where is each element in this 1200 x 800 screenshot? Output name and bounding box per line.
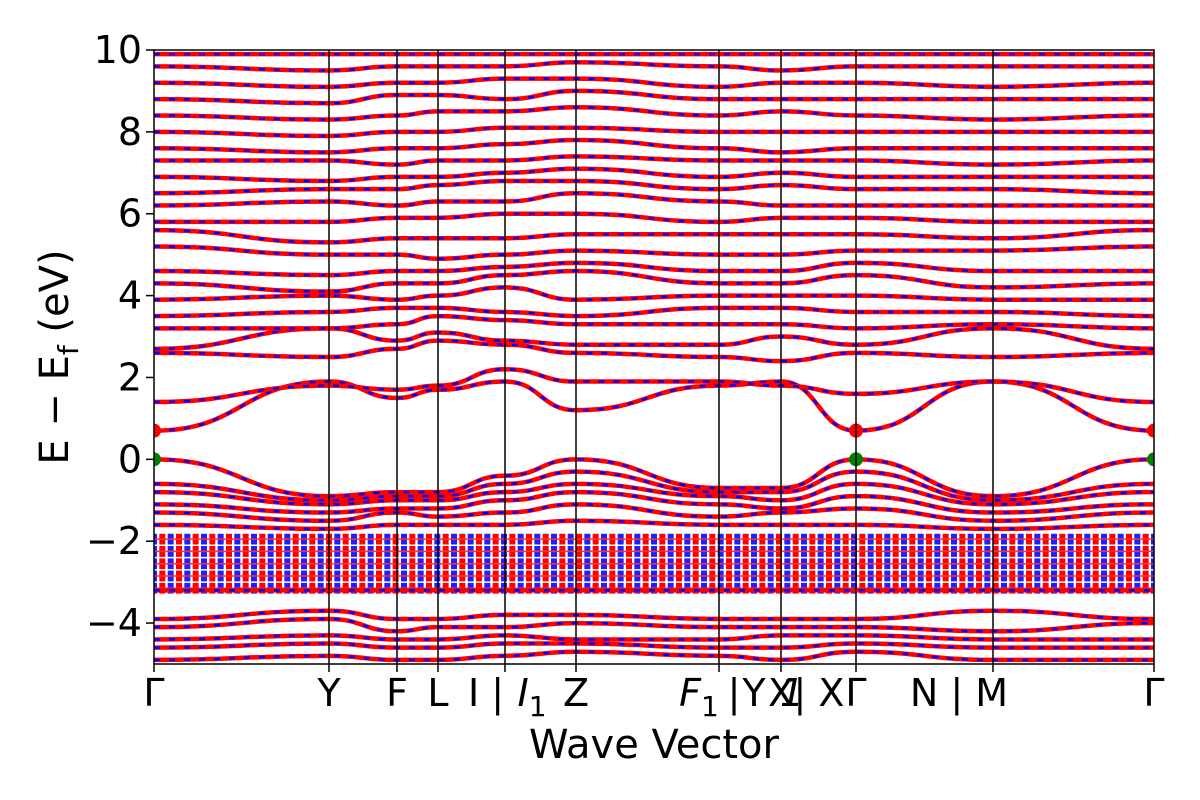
x-tick-label: Γ (845, 671, 866, 715)
band-line-dashed (154, 245, 1154, 261)
y-tick-label: 6 (118, 192, 142, 236)
band-line-dashed (154, 503, 1154, 522)
x-tick-label: Y (741, 671, 766, 715)
x-tick-label: | X (794, 671, 845, 716)
x-tick-label: F1 (679, 671, 719, 723)
y-axis: −4 −2 0 2 4 6 8 10 (86, 28, 154, 645)
y-axis-label-sub: f (52, 344, 85, 355)
band-line-solid (154, 191, 1154, 208)
y-tick-label: 2 (118, 355, 142, 399)
band-line-solid (154, 244, 1154, 262)
y-tick-label: 4 (118, 274, 142, 318)
band-line-dashed (154, 519, 1154, 531)
band-line-solid (154, 268, 1154, 294)
band-line-solid (154, 137, 1154, 155)
band-line-dashed (154, 155, 1154, 166)
band-line-dashed (154, 179, 1154, 195)
y-tick-label: −4 (86, 601, 142, 645)
band-line-solid (154, 313, 1154, 331)
y-axis-label: E − Ef (eV) (32, 249, 85, 464)
band-line-solid (154, 326, 1154, 352)
x-tick-label: F (386, 671, 408, 715)
plot-area (154, 51, 1154, 663)
x-tick-label: 1 (780, 671, 804, 715)
band-line-solid (154, 260, 1154, 278)
x-tick-label: I | (468, 671, 504, 716)
x-tick-label: Γ (143, 671, 164, 715)
band-line-dashed (154, 482, 1154, 506)
x-tick-label: I1 (517, 671, 546, 723)
y-tick-label: 10 (94, 28, 142, 72)
cbm-marker (1147, 423, 1154, 438)
band-line-dashed (154, 642, 1154, 649)
band-line-dashed (154, 470, 1154, 502)
band-line-solid (154, 88, 1154, 106)
cbm-marker (154, 423, 161, 438)
x-tick-label: Z (563, 671, 589, 715)
vbm-marker (154, 452, 161, 467)
band-line-solid (154, 166, 1154, 184)
x-tick-label: N | M (910, 671, 1008, 716)
y-axis-label-main: E − E (32, 355, 78, 465)
band-line-dashed (154, 634, 1154, 641)
band-line-dashed (154, 61, 1154, 72)
y-tick-label: −2 (86, 519, 142, 563)
band-line-dashed (154, 650, 1154, 662)
band-line-dashed (154, 339, 1154, 363)
band-line-dashed (154, 306, 1154, 318)
band-line-solid (154, 379, 1154, 433)
band-line-solid (154, 608, 1154, 622)
y-tick-label: 0 (118, 437, 142, 481)
band-line-dashed (154, 314, 1154, 330)
band-line-dashed (154, 228, 1154, 244)
x-tick-label: | (728, 671, 741, 716)
x-axis-label: Wave Vector (529, 722, 780, 768)
band-line-solid (154, 489, 1154, 515)
band-line-dashed (154, 192, 1154, 207)
band-line-dashed (154, 458, 1154, 498)
plot-frame (153, 49, 1155, 665)
y-tick-label: 8 (118, 110, 142, 154)
x-tick-label: Γ (1143, 671, 1164, 715)
x-tick-label: Y (316, 671, 341, 715)
kpath-separators (328, 50, 994, 664)
band-line-dashed (154, 368, 1154, 404)
band-line-dashed (154, 89, 1154, 105)
band-line-dashed (154, 167, 1154, 183)
x-tick-label: L (427, 671, 448, 715)
band-line-dashed (154, 286, 1154, 301)
band-line-dashed (154, 106, 1154, 121)
x-tick-label: X (768, 671, 794, 715)
band-line-dashed (154, 212, 1154, 224)
band-line-dashed (154, 126, 1154, 138)
band-line-dashed (154, 261, 1154, 277)
band-line-solid (154, 227, 1154, 245)
y-axis-label-unit: (eV) (32, 249, 78, 345)
band-line-dashed (154, 380, 1154, 432)
band-line-dashed (154, 327, 1154, 351)
band-line-solid (154, 105, 1154, 122)
vbm-marker (1147, 452, 1154, 467)
band-line-solid (154, 616, 1154, 634)
band-line-dashed (154, 77, 1154, 89)
band-line-dashed (154, 138, 1154, 154)
dense-band-region (154, 532, 1154, 596)
